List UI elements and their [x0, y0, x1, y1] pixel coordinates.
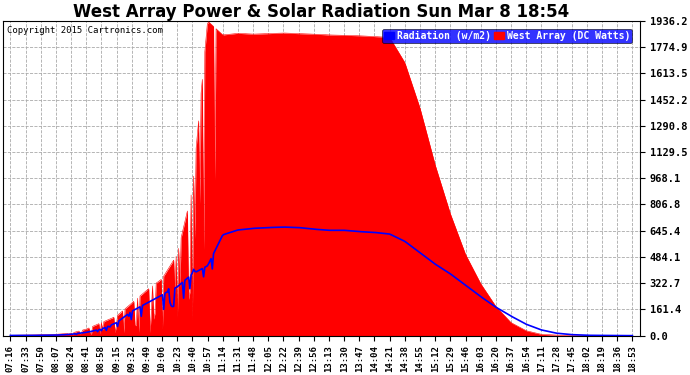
Text: Copyright 2015 Cartronics.com: Copyright 2015 Cartronics.com	[7, 26, 163, 35]
Legend: Radiation (w/m2), West Array (DC Watts): Radiation (w/m2), West Array (DC Watts)	[382, 29, 632, 43]
Title: West Array Power & Solar Radiation Sun Mar 8 18:54: West Array Power & Solar Radiation Sun M…	[73, 3, 569, 21]
